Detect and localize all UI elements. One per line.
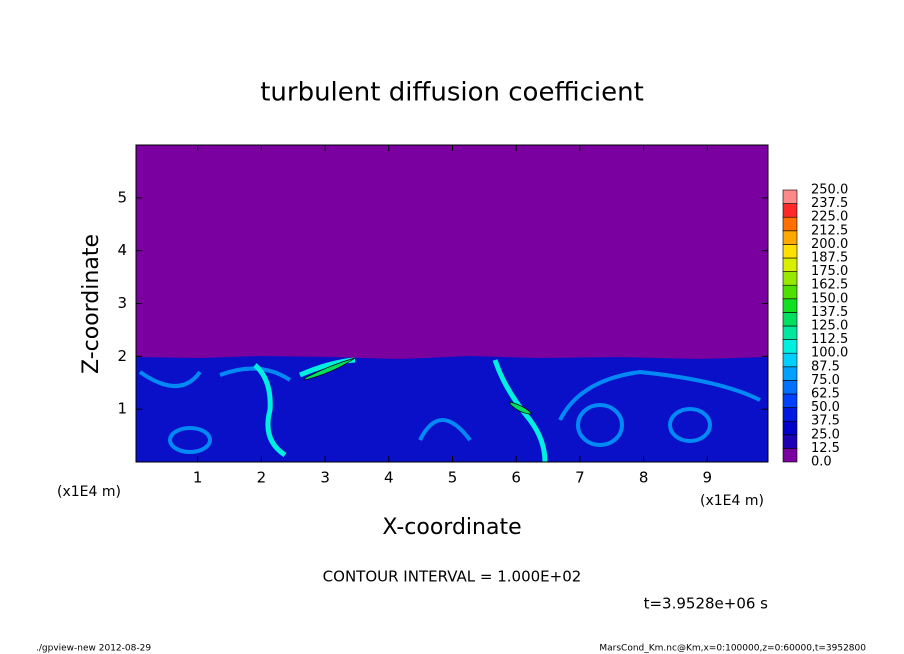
footer: MarsCond_Km.nc@Km,x=0:100000,z=0:60000,t…	[599, 644, 866, 654]
colorbar-label: 37.5	[811, 414, 840, 429]
y-tick-label: 5	[117, 188, 127, 206]
colorbar-label: 62.5	[811, 387, 840, 402]
colorbar-swatch	[782, 284, 798, 300]
colorbar-label: 12.5	[811, 441, 840, 456]
colorbar-label: 212.5	[811, 223, 848, 238]
x-tick-label: 7	[575, 469, 585, 487]
colorbar-swatch	[782, 271, 798, 286]
colorbar-swatch	[782, 312, 798, 327]
y-unit-label: (x1E4 m)	[57, 484, 121, 500]
y-tick-label: 4	[117, 241, 127, 259]
colorbar-label: 175.0	[811, 264, 848, 279]
colorbar-swatch	[782, 203, 798, 218]
colorbar-label: 250.0	[811, 183, 848, 198]
x-tick-label: 4	[384, 469, 394, 487]
colorbar-swatch	[782, 216, 798, 232]
colorbar-swatch	[782, 257, 798, 272]
field-eddies	[138, 366, 761, 454]
colorbar-label: 225.0	[811, 210, 848, 225]
colorbar-label: 137.5	[811, 305, 848, 320]
colorbar-swatch	[782, 448, 798, 463]
y-tick-label: 2	[117, 347, 127, 365]
x-tick-label: 6	[511, 469, 521, 487]
annotation: CONTOUR INTERVAL = 1.000E+02	[323, 568, 582, 586]
colorbar-label: 112.5	[811, 332, 848, 347]
x-tick-label: 1	[193, 469, 203, 487]
field-contour	[509, 401, 533, 415]
x-unit-label: (x1E4 m)	[700, 493, 764, 509]
colorbar-swatch	[782, 380, 798, 395]
field-lower	[136, 356, 768, 462]
colorbar-swatch	[782, 434, 798, 449]
colorbar-swatch	[782, 420, 798, 436]
x-tick-label: 3	[320, 469, 330, 487]
colorbar-label: 237.5	[811, 196, 848, 211]
colorbar-label: 100.0	[811, 346, 848, 361]
x-axis-label: X-coordinate	[382, 515, 521, 540]
colorbar-label: 162.5	[811, 278, 848, 293]
field-contour	[304, 357, 356, 381]
colorbar-label: 87.5	[811, 359, 840, 374]
x-tick-label: 8	[639, 469, 649, 487]
colorbar-swatch	[782, 230, 798, 245]
colorbar-swatch	[782, 366, 798, 381]
x-tick-label: 2	[257, 469, 267, 487]
colorbar-swatch	[782, 244, 798, 259]
x-tick-label: 9	[703, 469, 713, 487]
y-tick-label: 3	[117, 294, 127, 312]
colorbar-label: 50.0	[811, 400, 840, 415]
chart-title: turbulent diffusion coefficient	[260, 78, 644, 108]
colorbar-swatch	[782, 352, 798, 368]
colorbar-label: 200.0	[811, 237, 848, 252]
colorbar-label: 125.0	[811, 319, 848, 334]
x-tick-label: 5	[448, 469, 458, 487]
y-tick-label: 1	[117, 400, 127, 418]
annotation: t=3.9528e+06 s	[644, 595, 769, 613]
colorbar-swatch	[782, 407, 798, 422]
colorbar-label: 187.5	[811, 251, 848, 266]
colorbar-label: 75.0	[811, 373, 840, 388]
colorbar-label: 0.0	[811, 455, 832, 470]
colorbar-swatch	[782, 393, 798, 408]
colorbar-label: 150.0	[811, 291, 848, 306]
colorbar-swatch	[782, 298, 798, 313]
field	[136, 145, 768, 463]
y-axis-label: Z-coordinate	[79, 234, 104, 374]
footer: ./gpview-new 2012-08-29	[36, 644, 151, 654]
colorbar-label: 25.0	[811, 427, 840, 442]
colorbar-swatch	[782, 189, 798, 204]
colorbar-swatch	[782, 325, 798, 340]
colorbar-swatch	[782, 339, 798, 354]
